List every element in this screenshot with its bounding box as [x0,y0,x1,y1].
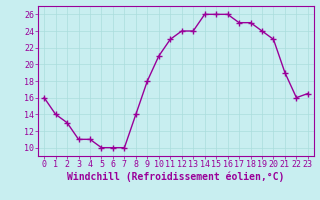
X-axis label: Windchill (Refroidissement éolien,°C): Windchill (Refroidissement éolien,°C) [67,172,285,182]
